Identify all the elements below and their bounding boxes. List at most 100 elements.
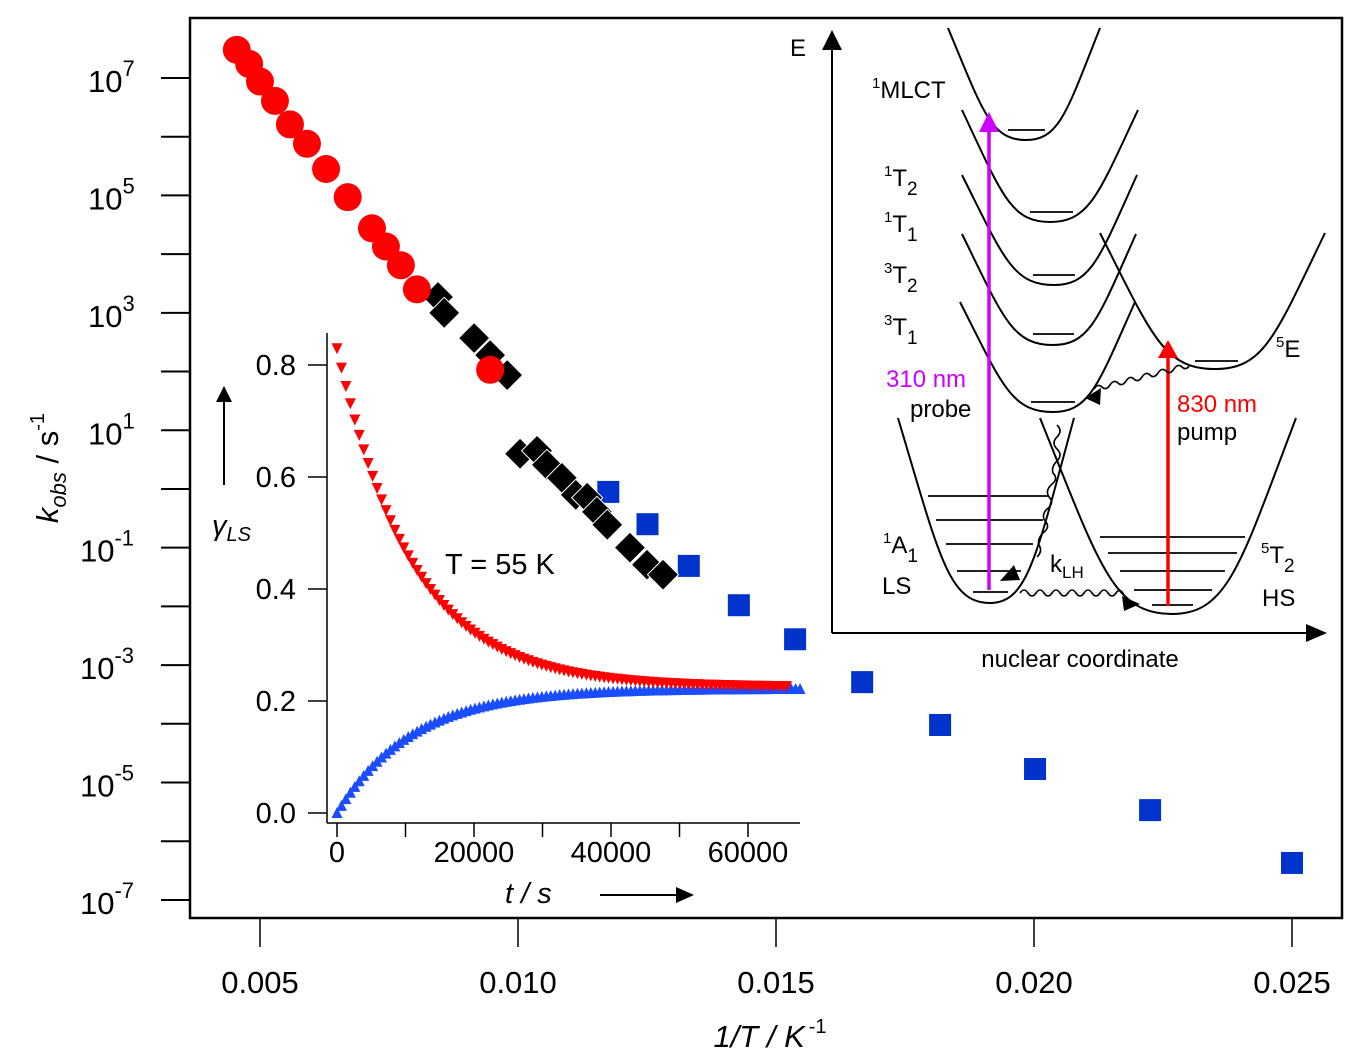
inset-point-up — [331, 807, 343, 818]
data-point-square — [636, 513, 659, 536]
ls-label: LS — [882, 573, 911, 600]
data-point-diamond — [427, 296, 461, 330]
main-x-axis-title: 1/T / K -1 — [713, 1016, 826, 1054]
data-point-circle — [476, 355, 505, 384]
wavy-arrowhead-3T1 — [1085, 388, 1101, 405]
inset-y-tick-label: 0.0 — [256, 798, 296, 830]
rate-constant-label: kLH — [1050, 551, 1084, 582]
potential-curve — [1099, 232, 1326, 371]
inset-point-down — [473, 630, 485, 642]
inset-x-tick-label: 40000 — [571, 837, 652, 869]
inset-point-down — [380, 505, 392, 517]
x-tick-label: 0.005 — [221, 965, 299, 1000]
inset-point-down — [469, 627, 481, 639]
data-point-circle — [312, 155, 341, 184]
series-blue-squares — [597, 480, 1303, 874]
state-label-mlct: 1MLCT — [872, 75, 946, 104]
rate-sub: LH — [1062, 563, 1084, 582]
potential-curve — [959, 301, 1136, 414]
main-x-axis-ticks: 0.005 0.010 0.015 0.020 0.025 — [221, 918, 1331, 1000]
hs-label: HS — [1262, 585, 1295, 612]
inset-point-down — [402, 550, 414, 562]
y-tick-label: 10-5 — [80, 761, 134, 804]
main-y-axis-title: kobs / s-1 — [27, 413, 71, 523]
inset-point-up — [393, 737, 405, 749]
wavy-arrowhead-1A1 — [1000, 565, 1020, 581]
data-point-circle — [402, 275, 431, 304]
wavy-arrow-3T1-to-1A1 — [1036, 424, 1061, 558]
data-point-square — [1024, 758, 1047, 781]
diagram-coordinate-arrowhead — [1306, 624, 1327, 642]
y-title-sup: -1 — [27, 413, 49, 431]
inset-y-axis-title: γLS — [212, 510, 252, 546]
inset-point-down — [371, 482, 383, 494]
curve-3T2 — [961, 233, 1137, 347]
probe-wavelength: 310 nm — [886, 366, 966, 393]
inset-point-down — [416, 571, 428, 583]
y-tick-label: 101 — [88, 408, 135, 451]
diagram-energy-arrowhead — [822, 30, 842, 50]
potential-curve — [947, 27, 1101, 142]
inset-point-up — [349, 780, 361, 792]
x-tick-label: 0.010 — [479, 965, 557, 1000]
series-black-diamonds — [421, 280, 680, 591]
data-point-square — [727, 594, 750, 617]
data-point-square — [784, 628, 807, 651]
data-point-circle — [371, 232, 400, 261]
curve-1T1 — [961, 174, 1138, 287]
inset-point-down — [389, 524, 401, 536]
inset-point-up — [402, 730, 414, 742]
inset-x-tick-label: 0 — [329, 837, 345, 869]
temperature-annotation: T = 55 K — [445, 549, 556, 581]
data-point-circle — [333, 183, 362, 212]
inset-point-down — [393, 533, 405, 545]
data-point-circle — [246, 67, 274, 96]
kinetics-inset: 0.0 0.2 0.4 0.6 0.8 0 20000 40000 60000 γLS t /… — [212, 333, 806, 910]
inset-point-down — [781, 681, 793, 693]
inset-point-up — [794, 682, 806, 694]
x-tick-label: 0.015 — [737, 965, 815, 1000]
inset-y-tick-label: 0.2 — [256, 686, 296, 718]
inset-point-up — [340, 793, 352, 805]
inset-point-down — [344, 398, 356, 410]
state-label-1A1: 1A1 — [883, 530, 918, 567]
diagram-coordinate-label: nuclear coordinate — [981, 646, 1178, 673]
y-tick-label: 10-1 — [80, 526, 134, 569]
inset-y-tick-label: 0.8 — [256, 350, 296, 382]
series-red-circles — [222, 35, 505, 384]
curve-5T2 — [1039, 417, 1297, 616]
inset-point-down — [425, 584, 437, 596]
energy-diagram-inset: E nuclear coordinate 310 nm probe 830 nm… — [790, 27, 1327, 673]
gamma-arrowhead — [216, 386, 232, 402]
y-tick-label: 10-3 — [80, 643, 134, 686]
y-tick-label: 105 — [88, 173, 135, 216]
data-point-circle — [260, 86, 289, 115]
data-point-square — [929, 713, 952, 736]
probe-label: probe — [910, 396, 971, 423]
curve-3T1 — [959, 301, 1136, 414]
inset-point-up — [335, 799, 347, 811]
gamma-sub: LS — [227, 524, 252, 546]
state-label-1T1: 1T1 — [884, 209, 918, 246]
potential-energy-curves — [897, 27, 1326, 616]
inset-point-down — [478, 633, 490, 645]
pump-arrowhead — [1158, 340, 1178, 358]
inset-point-down — [358, 444, 370, 456]
inset-point-down — [407, 557, 419, 569]
potential-curve — [961, 233, 1137, 347]
inset-point-down — [335, 362, 347, 374]
data-point-diamond — [591, 508, 624, 542]
potential-curve — [897, 417, 1075, 605]
wavy-arrow-5E-to-3T1 — [1093, 364, 1191, 390]
x-title-sup: -1 — [809, 1016, 827, 1038]
inset-point-down — [367, 470, 379, 482]
data-point-square — [1139, 799, 1162, 822]
state-labels: 1MLCT 1T2 1T1 3T2 3T1 5E 1A1 5T2 — [872, 75, 1300, 577]
data-point-square — [677, 554, 700, 577]
data-point-circle — [386, 251, 415, 280]
inset-x-tick-label: 60000 — [708, 837, 789, 869]
y-title-sub: obs — [46, 472, 71, 507]
inset-y-tick-label: 0.6 — [256, 462, 296, 494]
inset-point-down — [331, 343, 343, 355]
